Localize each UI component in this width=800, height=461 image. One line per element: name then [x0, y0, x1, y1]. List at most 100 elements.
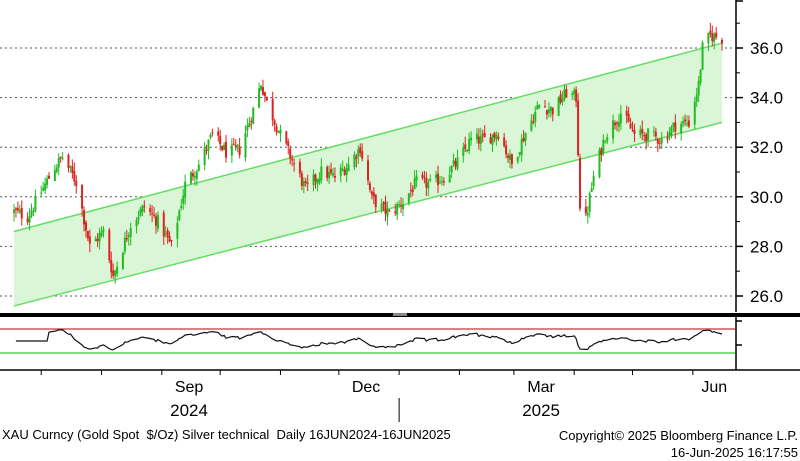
candle-body: [520, 139, 523, 155]
candle-body: [67, 155, 70, 168]
candle-body: [190, 172, 192, 184]
candle-body: [695, 94, 698, 102]
candle-body: [30, 210, 33, 217]
candle-body: [536, 105, 539, 110]
candle-body: [59, 156, 62, 159]
candle-body: [312, 174, 315, 186]
rsi-line: [15, 329, 723, 351]
candle-body: [135, 220, 138, 227]
candle-body: [221, 145, 224, 151]
candle-body: [232, 143, 235, 145]
footer-timestamp: 16-Jun-2025 16:17:55: [670, 445, 798, 460]
candle-body: [629, 123, 632, 129]
candle-body: [394, 211, 397, 213]
candle-body: [14, 208, 17, 210]
candle-body: [96, 238, 99, 242]
candle-body: [343, 169, 346, 175]
candle-body: [137, 217, 140, 220]
candle-body: [191, 173, 194, 177]
candle-body: [440, 181, 443, 183]
candle-body: [153, 214, 156, 216]
candle-body: [687, 120, 690, 127]
candle-body: [293, 163, 296, 165]
footer-credits: Copyright© 2025 Bloomberg Finance L.P. 1…: [559, 427, 798, 461]
candle-body: [423, 176, 426, 178]
candle-body: [402, 204, 405, 210]
candle-body: [195, 171, 198, 180]
candle-body: [219, 135, 222, 145]
separator-handle[interactable]: [393, 313, 407, 316]
candle-body: [320, 166, 323, 181]
channel-upper-line: [13, 42, 723, 233]
footer-copyright: Copyright© 2025 Bloomberg Finance L.P.: [558, 428, 798, 443]
candle-body: [470, 137, 473, 141]
candle-body: [28, 216, 31, 223]
candle-body: [481, 134, 484, 136]
candle-body: [437, 173, 440, 186]
candle-body: [598, 150, 601, 178]
footer-description: XAU Curncy (Gold Spot $/Oz) Silver techn…: [2, 427, 451, 442]
candle-body: [532, 121, 535, 123]
candle-body: [182, 195, 185, 204]
candle-body: [129, 227, 132, 237]
candle-body: [654, 131, 657, 137]
price-tick-label: 36.0: [750, 39, 783, 58]
candle-body: [631, 129, 634, 131]
candle-body: [477, 136, 480, 144]
candle-body: [61, 157, 64, 159]
candle-body: [127, 235, 130, 238]
candle-body: [69, 165, 72, 168]
candle-body: [234, 145, 237, 147]
candle-body: [427, 182, 430, 189]
candle-body: [265, 96, 268, 101]
candle-body: [359, 147, 362, 154]
candle-body: [713, 33, 716, 42]
candle-body: [246, 125, 249, 131]
candle-body: [584, 206, 587, 214]
candle-body: [672, 122, 675, 128]
candle-body: [429, 178, 432, 181]
candle-body: [86, 231, 89, 239]
price-tick-label: 34.0: [750, 89, 783, 108]
candle-body: [170, 239, 173, 241]
candle-body: [396, 204, 399, 215]
candle-body: [361, 151, 364, 159]
candle-body: [619, 113, 622, 124]
candle-body: [98, 233, 101, 242]
candle-body: [180, 205, 183, 209]
candle-body: [475, 133, 478, 140]
candle-body: [42, 187, 45, 191]
candle-body: [110, 260, 113, 273]
candle-body: [398, 203, 401, 205]
candle-body: [162, 212, 165, 237]
candle-body: [46, 178, 49, 186]
candle-body: [273, 120, 276, 125]
candle-body: [699, 69, 702, 83]
candle-body: [314, 174, 317, 182]
candle-body: [614, 122, 617, 126]
candle-body: [545, 110, 548, 115]
candle-body: [505, 145, 508, 155]
candle-body: [355, 156, 358, 159]
candle-body: [236, 144, 239, 147]
candle-body: [151, 213, 154, 215]
candle-body: [230, 144, 233, 156]
candle-body: [114, 270, 117, 277]
candle-body: [112, 270, 115, 276]
candle-body: [40, 192, 43, 194]
candle-body: [26, 218, 29, 222]
candle-body: [347, 164, 350, 172]
candle-body: [551, 108, 554, 115]
month-label: Mar: [527, 379, 555, 396]
candle-body: [497, 136, 500, 139]
candle-body: [645, 134, 648, 142]
candle-body: [388, 210, 391, 212]
candle-body: [468, 138, 471, 151]
candle-body: [339, 167, 342, 176]
candle-body: [333, 175, 336, 178]
candle-body: [164, 232, 167, 234]
candle-body: [633, 129, 636, 134]
candle-body: [139, 209, 142, 216]
candle-body: [380, 203, 383, 210]
